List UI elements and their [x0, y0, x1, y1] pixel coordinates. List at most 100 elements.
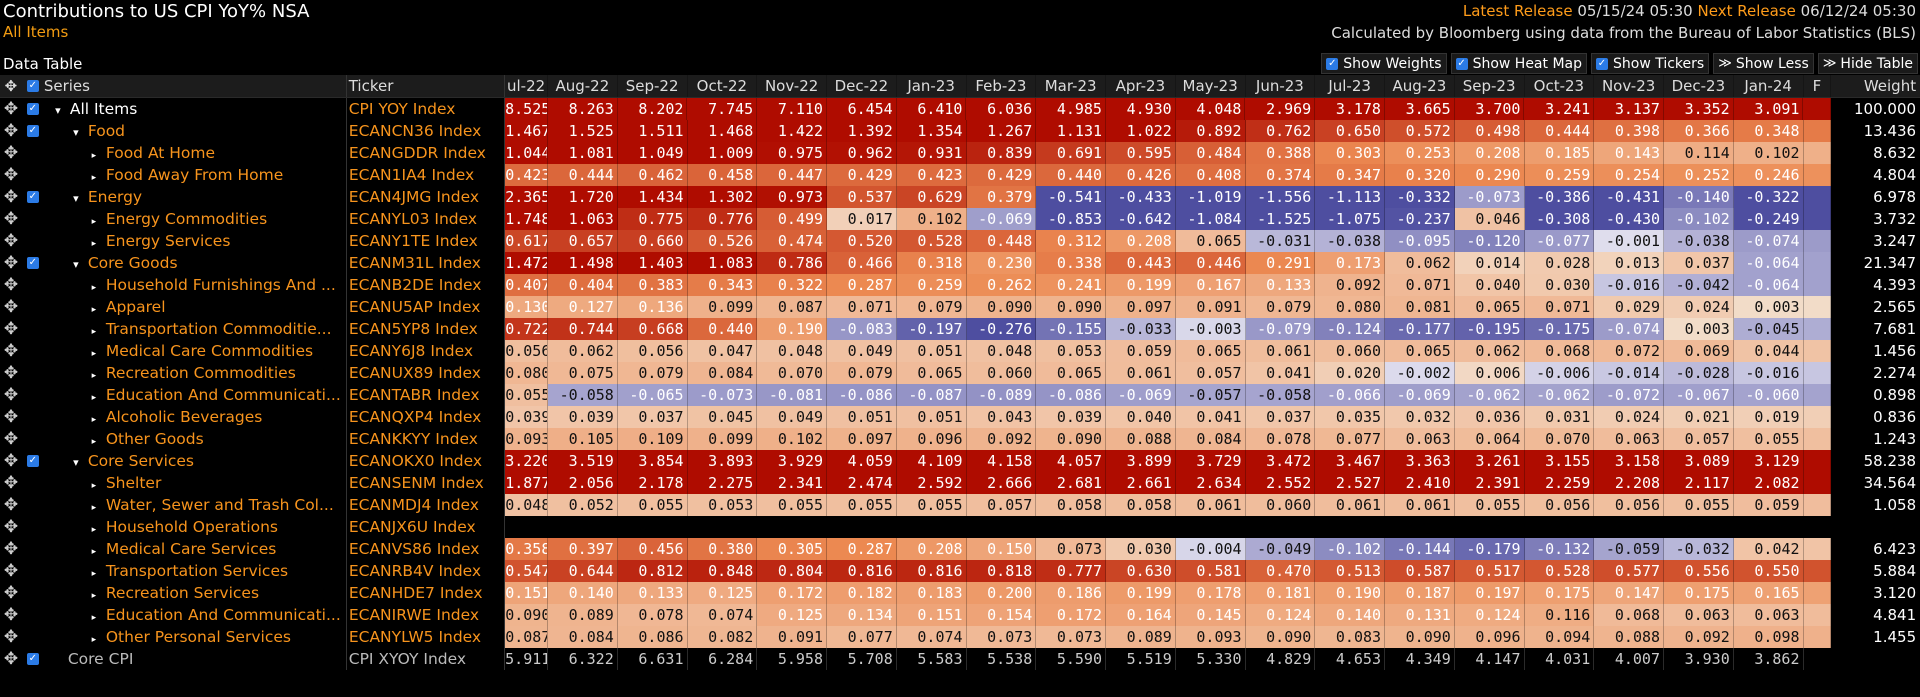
ticker-cell[interactable]: ECANB2DE Index — [347, 274, 506, 296]
col-header-month[interactable]: Jan-23 — [896, 75, 967, 97]
table-row[interactable]: ✥ ▸ Medical Care Commodities ECANY6J8 Index… — [0, 340, 1920, 362]
value-cell[interactable]: 0.059 — [1733, 494, 1804, 516]
value-cell[interactable]: 0.973 — [757, 186, 828, 208]
value-cell[interactable]: -0.642 — [1106, 208, 1176, 230]
value-cell[interactable]: 0.074 — [687, 604, 758, 626]
move-icon[interactable]: ✥ — [3, 121, 19, 141]
value-cell[interactable]: 0.073 — [1036, 538, 1107, 560]
value-cell[interactable]: 1.525 — [548, 120, 618, 142]
triangle-right-icon[interactable]: ▸ — [91, 415, 97, 425]
value-cell[interactable] — [827, 516, 897, 538]
move-icon[interactable]: ✥ — [4, 77, 18, 95]
value-cell[interactable]: 0.048 — [757, 340, 828, 362]
value-cell[interactable]: -0.089 — [966, 384, 1037, 406]
value-cell[interactable]: 0.090 — [1245, 626, 1316, 648]
value-cell[interactable]: 0.084 — [1175, 428, 1246, 450]
value-cell[interactable]: 0.063 — [1664, 604, 1734, 626]
value-cell[interactable]: 0.125 — [757, 604, 828, 626]
value-cell[interactable] — [1106, 516, 1176, 538]
value-cell[interactable]: 3.519 — [548, 450, 618, 472]
value-cell[interactable]: 0.089 — [1106, 626, 1176, 648]
value-cell[interactable]: 0.079 — [1245, 296, 1316, 318]
triangle-right-icon[interactable]: ▸ — [91, 437, 97, 447]
value-cell[interactable]: 0.080 — [505, 362, 549, 384]
value-cell[interactable]: -0.014 — [1594, 362, 1665, 384]
value-cell[interactable]: -0.003 — [1175, 318, 1246, 340]
value-cell[interactable]: 0.499 — [757, 208, 828, 230]
col-header-month[interactable]: Nov-22 — [757, 75, 827, 97]
value-cell[interactable]: 0.474 — [757, 230, 828, 252]
value-cell[interactable]: 0.047 — [687, 340, 758, 362]
value-cell[interactable]: 0.065 — [1454, 296, 1525, 318]
ticker-cell[interactable]: CPI XYOY Index — [347, 648, 506, 670]
col-header-month[interactable]: Oct-22 — [687, 75, 758, 97]
value-cell[interactable]: 2.969 — [1245, 98, 1316, 120]
value-cell[interactable]: 0.049 — [757, 406, 828, 428]
value-cell[interactable]: 3.155 — [1524, 450, 1595, 472]
value-cell[interactable]: 1.877 — [505, 472, 549, 494]
triangle-down-icon[interactable]: ▾ — [73, 258, 79, 271]
move-icon[interactable]: ✥ — [3, 143, 19, 163]
series-cell[interactable]: ▸ Apparel — [44, 296, 347, 318]
value-cell[interactable]: 4.007 — [1594, 648, 1664, 670]
series-cell[interactable]: ▾ Food — [44, 120, 347, 142]
value-cell[interactable]: 0.028 — [1524, 252, 1595, 274]
value-cell[interactable]: -0.060 — [1733, 384, 1804, 406]
value-cell[interactable]: 3.261 — [1454, 450, 1525, 472]
row-checkbox[interactable] — [22, 516, 44, 538]
value-cell[interactable]: 0.062 — [548, 340, 618, 362]
value-cell[interactable]: 0.185 — [1524, 142, 1595, 164]
value-cell[interactable]: 0.096 — [896, 428, 967, 450]
value-cell[interactable]: -0.016 — [1594, 274, 1665, 296]
value-cell[interactable]: 0.024 — [1594, 406, 1665, 428]
value-cell[interactable]: 0.061 — [1315, 494, 1386, 516]
value-cell[interactable]: 0.040 — [1106, 406, 1176, 428]
value-cell[interactable]: 0.061 — [1245, 340, 1316, 362]
value-cell[interactable]: 0.470 — [1245, 560, 1316, 582]
ticker-cell[interactable]: ECANY6J8 Index — [347, 340, 506, 362]
value-cell[interactable]: -0.073 — [1454, 186, 1525, 208]
value-cell[interactable]: 0.291 — [1245, 252, 1316, 274]
value-cell[interactable]: 0.058 — [1106, 494, 1176, 516]
value-cell[interactable]: 0.079 — [896, 296, 967, 318]
value-cell[interactable]: 0.127 — [548, 296, 618, 318]
value-cell[interactable] — [757, 516, 828, 538]
value-cell[interactable]: 0.086 — [617, 626, 688, 648]
table-row[interactable]: ✥ ✓ ▾ Core Services ECANOKX0 Index 3.220 3.519… — [0, 450, 1920, 472]
triangle-right-icon[interactable]: ▸ — [91, 547, 97, 557]
value-cell[interactable]: -0.028 — [1664, 362, 1734, 384]
table-row[interactable]: ✥ ▸ Education And Communicati... ECANTABR I… — [0, 384, 1920, 406]
table-row[interactable]: ✥ ▸ Recreation Commodities ECANUX89 Index 0.… — [0, 362, 1920, 384]
value-cell[interactable]: 0.187 — [1385, 582, 1455, 604]
value-cell[interactable]: 0.190 — [757, 318, 828, 340]
value-cell[interactable]: 0.068 — [1524, 340, 1595, 362]
row-checkbox[interactable] — [22, 428, 44, 450]
value-cell[interactable]: 0.053 — [1036, 340, 1107, 362]
value-cell[interactable]: 0.182 — [827, 582, 897, 604]
value-cell[interactable]: 0.013 — [1594, 252, 1665, 274]
value-cell[interactable]: 0.060 — [1245, 494, 1316, 516]
value-cell[interactable]: 0.114 — [1664, 142, 1734, 164]
show-less-button[interactable]: ≫ Show Less — [1713, 53, 1814, 74]
value-cell[interactable]: 0.089 — [548, 604, 618, 626]
move-icon[interactable]: ✥ — [3, 165, 19, 185]
value-cell[interactable]: 0.848 — [687, 560, 758, 582]
value-cell[interactable]: 0.572 — [1385, 120, 1455, 142]
value-cell[interactable]: 0.290 — [1454, 164, 1525, 186]
value-cell[interactable] — [1385, 516, 1455, 538]
value-cell[interactable]: 0.145 — [1175, 604, 1246, 626]
value-cell[interactable]: 0.320 — [1385, 164, 1455, 186]
value-cell[interactable]: 0.513 — [1315, 560, 1386, 582]
value-cell[interactable]: 0.055 — [896, 494, 967, 516]
value-cell[interactable]: 3.729 — [1175, 450, 1246, 472]
value-cell[interactable]: 0.230 — [966, 252, 1037, 274]
col-header-month[interactable]: Oct-23 — [1524, 75, 1595, 97]
value-cell[interactable]: -0.853 — [1036, 208, 1107, 230]
col-header-series[interactable]: Series — [44, 75, 347, 97]
ticker-cell[interactable]: ECANCN36 Index — [347, 120, 506, 142]
table-row[interactable]: ✥ ▸ Household Operations ECANJX6U Index — [0, 516, 1920, 538]
value-cell[interactable]: 0.070 — [1524, 428, 1595, 450]
value-cell[interactable]: -0.102 — [1315, 538, 1386, 560]
value-cell[interactable] — [1803, 98, 1832, 120]
value-cell[interactable]: 8.202 — [617, 98, 688, 120]
